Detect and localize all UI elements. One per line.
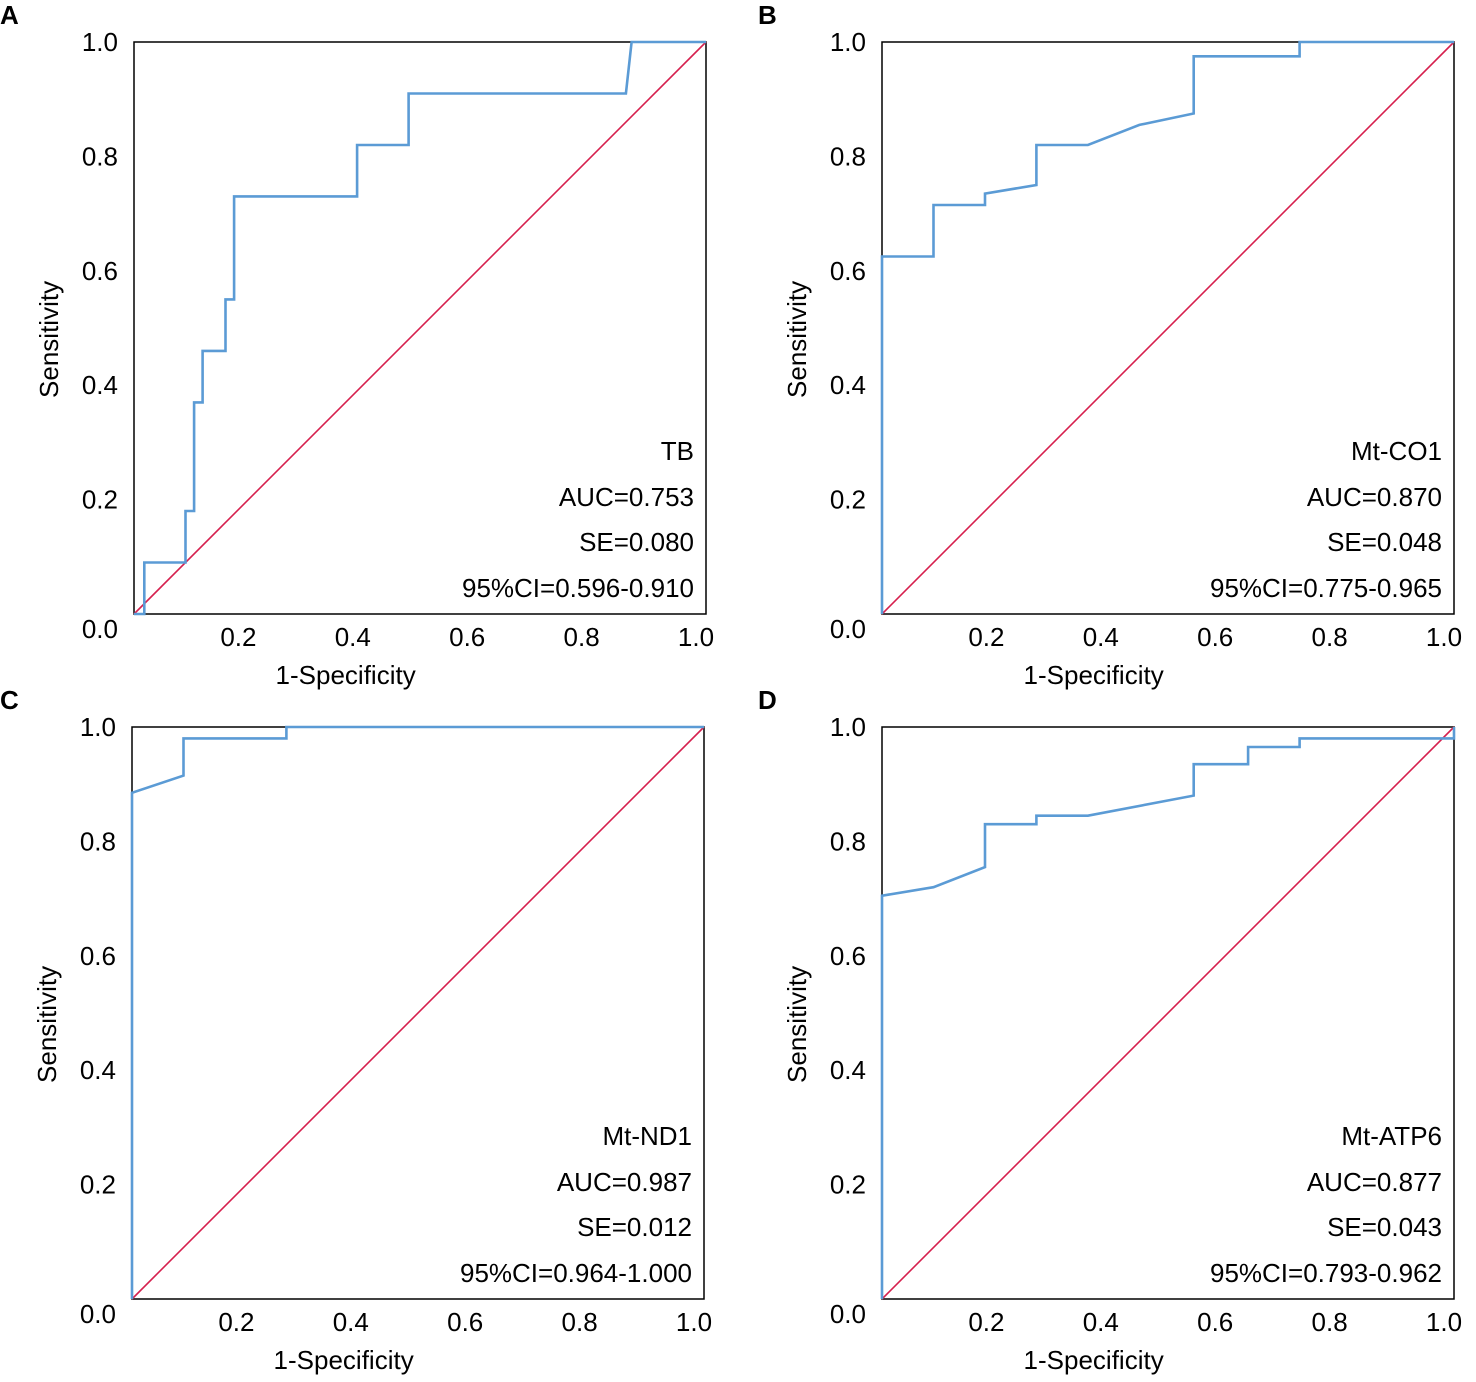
- y-tick-label: 0.0: [82, 614, 118, 644]
- roc-curve: [880, 727, 1456, 1299]
- y-tick-label: 0.6: [82, 256, 118, 286]
- y-tick-label: 0.2: [830, 1170, 866, 1200]
- x-tick-label: 0.6: [1197, 622, 1233, 652]
- y-tick-label: 0.4: [830, 370, 866, 400]
- roc-curve: [134, 40, 706, 616]
- x-tick-label: 0.4: [335, 622, 371, 652]
- x-tick-label: 0.4: [333, 1307, 369, 1337]
- roc-panel-d: D 0.0 0.2 0.4 0.6 0.8 1.0 0.2 0.4 0.6 0.8 1.0 1-Spec…: [758, 685, 1462, 1375]
- roc-panel-c: C 0.0 0.2 0.4 0.6 0.8 1.0 0.2 0.4 0.6 0.8 1.0 1-Spec…: [0, 685, 712, 1375]
- y-tick-label: 0.8: [80, 826, 116, 856]
- y-tick-label: 0.0: [80, 1299, 116, 1329]
- x-tick-label: 0.8: [562, 1307, 598, 1337]
- reference-line: [881, 41, 1455, 615]
- annotation-se: SE=0.048: [1327, 527, 1442, 557]
- roc-panel-a: A 0.0 0.2 0.4 0.6 0.8 1.0 0.2 0.4 0.6 0.8 1.0 1-Spec…: [0, 0, 714, 690]
- y-tick-label: 0.2: [82, 485, 118, 515]
- y-tick-label: 0.6: [830, 941, 866, 971]
- x-tick-label: 0.8: [1312, 1307, 1348, 1337]
- annotation-se: SE=0.012: [577, 1212, 692, 1242]
- y-tick-label: 1.0: [830, 712, 866, 742]
- x-tick-label: 1.0: [678, 622, 714, 652]
- annotation-auc: AUC=0.877: [1307, 1167, 1442, 1197]
- x-tick-label: 1.0: [1426, 622, 1462, 652]
- annotation-se: SE=0.043: [1327, 1212, 1442, 1242]
- x-tick-label: 0.2: [968, 1307, 1004, 1337]
- y-tick-label: 0.4: [82, 370, 118, 400]
- y-tick-label: 0.2: [830, 485, 866, 515]
- annotation-auc: AUC=0.753: [559, 482, 694, 512]
- x-axis-label: 1-Specificity: [274, 1345, 414, 1375]
- y-tick-label: 0.6: [80, 941, 116, 971]
- x-tick-label: 0.2: [218, 1307, 254, 1337]
- y-tick-label: 1.0: [830, 27, 866, 57]
- y-axis-label: Sensitivity: [34, 281, 64, 398]
- roc-curve: [130, 725, 704, 1299]
- y-tick-label: 0.8: [830, 826, 866, 856]
- y-tick-label: 0.0: [830, 614, 866, 644]
- x-tick-label: 1.0: [1426, 1307, 1462, 1337]
- roc-curve: [880, 40, 1454, 614]
- x-tick-label: 0.8: [564, 622, 600, 652]
- annotation-auc: AUC=0.870: [1307, 482, 1442, 512]
- y-tick-label: 0.2: [80, 1170, 116, 1200]
- annotation-se: SE=0.080: [579, 527, 694, 557]
- x-tick-label: 0.6: [449, 622, 485, 652]
- panel-letter: C: [0, 685, 19, 715]
- x-tick-label: 0.4: [1083, 1307, 1119, 1337]
- y-tick-label: 0.0: [830, 1299, 866, 1329]
- annotation-ci: 95%CI=0.964-1.000: [460, 1258, 692, 1288]
- roc-panel-b: B 0.0 0.2 0.4 0.6 0.8 1.0 0.2 0.4 0.6 0.8 1.0 1-Spec…: [758, 0, 1462, 690]
- annotation-label: Mt-ND1: [602, 1121, 692, 1151]
- annotation-label: TB: [661, 436, 694, 466]
- reference-line: [133, 41, 707, 615]
- panel-letter: A: [0, 0, 19, 30]
- panel-letter: B: [758, 0, 777, 30]
- annotation-ci: 95%CI=0.596-0.910: [462, 573, 694, 603]
- x-tick-label: 0.8: [1312, 622, 1348, 652]
- plot-frame: [133, 41, 707, 615]
- reference-line: [131, 726, 705, 1300]
- x-axis-label: 1-Specificity: [1024, 660, 1164, 690]
- y-tick-label: 1.0: [82, 27, 118, 57]
- y-tick-label: 0.4: [830, 1055, 866, 1085]
- annotation-ci: 95%CI=0.775-0.965: [1210, 573, 1442, 603]
- y-tick-label: 0.6: [830, 256, 866, 286]
- x-tick-label: 1.0: [676, 1307, 712, 1337]
- panel-letter: D: [758, 685, 777, 715]
- y-axis-label: Sensitivity: [782, 966, 812, 1083]
- y-axis-label: Sensitivity: [32, 966, 62, 1083]
- annotation-auc: AUC=0.987: [557, 1167, 692, 1197]
- x-axis-label: 1-Specificity: [276, 660, 416, 690]
- x-tick-label: 0.6: [447, 1307, 483, 1337]
- x-axis-label: 1-Specificity: [1024, 1345, 1164, 1375]
- x-tick-label: 0.2: [968, 622, 1004, 652]
- x-tick-label: 0.6: [1197, 1307, 1233, 1337]
- x-tick-label: 0.2: [220, 622, 256, 652]
- annotation-label: Mt-ATP6: [1341, 1121, 1442, 1151]
- y-tick-label: 0.8: [830, 141, 866, 171]
- y-tick-label: 1.0: [80, 712, 116, 742]
- y-tick-label: 0.8: [82, 141, 118, 171]
- y-tick-label: 0.4: [80, 1055, 116, 1085]
- x-tick-label: 0.4: [1083, 622, 1119, 652]
- reference-line: [881, 726, 1455, 1300]
- annotation-ci: 95%CI=0.793-0.962: [1210, 1258, 1442, 1288]
- y-axis-label: Sensitivity: [782, 281, 812, 398]
- annotation-label: Mt-CO1: [1351, 436, 1442, 466]
